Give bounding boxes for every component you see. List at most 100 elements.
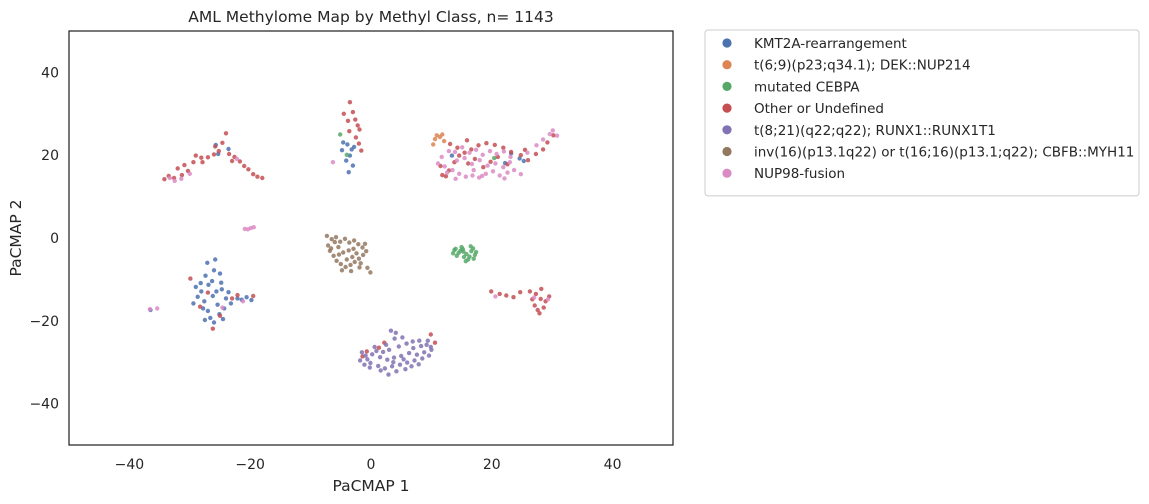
data-point [439, 154, 444, 160]
data-point [532, 303, 537, 308]
y-axis-label: PaCMAP 2 [7, 199, 25, 276]
data-point [332, 239, 337, 245]
data-point [356, 256, 362, 261]
data-point [226, 146, 231, 152]
data-point [179, 176, 184, 181]
data-point [501, 165, 506, 170]
data-point [477, 158, 482, 163]
data-point [525, 150, 530, 155]
data-point [341, 140, 346, 145]
data-point [481, 165, 486, 170]
data-point [155, 306, 160, 311]
data-point [237, 159, 243, 164]
data-point [388, 328, 394, 333]
data-point [325, 243, 331, 248]
data-point [345, 118, 351, 124]
data-point [462, 155, 467, 161]
data-point [203, 273, 208, 278]
data-point [493, 294, 498, 299]
data-point [435, 161, 441, 166]
data-point [357, 265, 362, 270]
data-point [348, 262, 353, 268]
series-6-points [147, 128, 560, 312]
data-point [341, 111, 346, 117]
data-point [469, 147, 474, 152]
y-tick-label: 20 [41, 148, 59, 164]
data-point [518, 290, 523, 295]
data-point [200, 160, 205, 165]
data-point [213, 144, 218, 149]
series-3-points [162, 100, 556, 359]
data-point [383, 342, 389, 347]
data-point [350, 254, 355, 260]
legend-marker [722, 125, 732, 135]
data-point [226, 290, 231, 295]
data-point [409, 364, 414, 369]
series-0-points [148, 140, 526, 325]
data-point [501, 149, 507, 154]
data-point [368, 270, 373, 275]
data-point [389, 364, 395, 369]
data-point [347, 240, 352, 245]
data-point [492, 155, 497, 161]
data-point [324, 233, 330, 239]
data-point [355, 123, 360, 128]
data-point [432, 136, 438, 142]
data-point [424, 342, 429, 347]
data-point [492, 142, 497, 148]
data-point [368, 360, 373, 366]
data-point [480, 152, 485, 157]
data-point [463, 259, 468, 264]
data-point [213, 257, 218, 262]
data-point [403, 367, 408, 372]
data-point [226, 151, 232, 157]
data-point [537, 311, 542, 316]
data-point [220, 305, 225, 310]
y-tick-label: −40 [29, 397, 59, 413]
data-point [172, 178, 177, 184]
data-point [405, 360, 410, 365]
data-point [545, 140, 550, 145]
data-point [385, 357, 390, 362]
data-point [460, 145, 465, 150]
data-point [347, 100, 353, 105]
data-point [193, 153, 198, 158]
legend-label: KMT2A-rearrangement [754, 36, 907, 52]
data-point [487, 148, 493, 154]
data-point [485, 163, 490, 168]
data-point [418, 343, 424, 349]
data-point [328, 246, 334, 251]
data-point [338, 239, 343, 244]
data-point [336, 244, 341, 250]
data-point [193, 284, 198, 290]
data-point [432, 340, 438, 345]
data-point [535, 307, 540, 313]
data-point [374, 348, 379, 354]
data-point [443, 174, 449, 179]
data-point [188, 276, 193, 281]
data-point [547, 131, 552, 137]
data-point [202, 317, 208, 323]
data-point [333, 235, 339, 240]
data-point [376, 345, 382, 350]
data-point [522, 147, 528, 152]
data-point [202, 299, 207, 304]
data-point [466, 161, 471, 166]
legend-marker [722, 146, 732, 157]
data-point [463, 174, 468, 179]
data-point [336, 252, 342, 257]
data-point [364, 249, 369, 254]
series-4-points [357, 328, 434, 377]
data-point [440, 132, 445, 137]
data-point [525, 158, 531, 163]
data-point [364, 349, 369, 354]
data-point [497, 173, 502, 178]
data-point [362, 241, 368, 246]
data-point [497, 291, 502, 297]
data-point [434, 133, 439, 138]
data-point [472, 156, 478, 162]
data-point [205, 290, 211, 295]
data-point [220, 140, 225, 145]
data-point [541, 305, 546, 310]
data-point [217, 271, 223, 276]
